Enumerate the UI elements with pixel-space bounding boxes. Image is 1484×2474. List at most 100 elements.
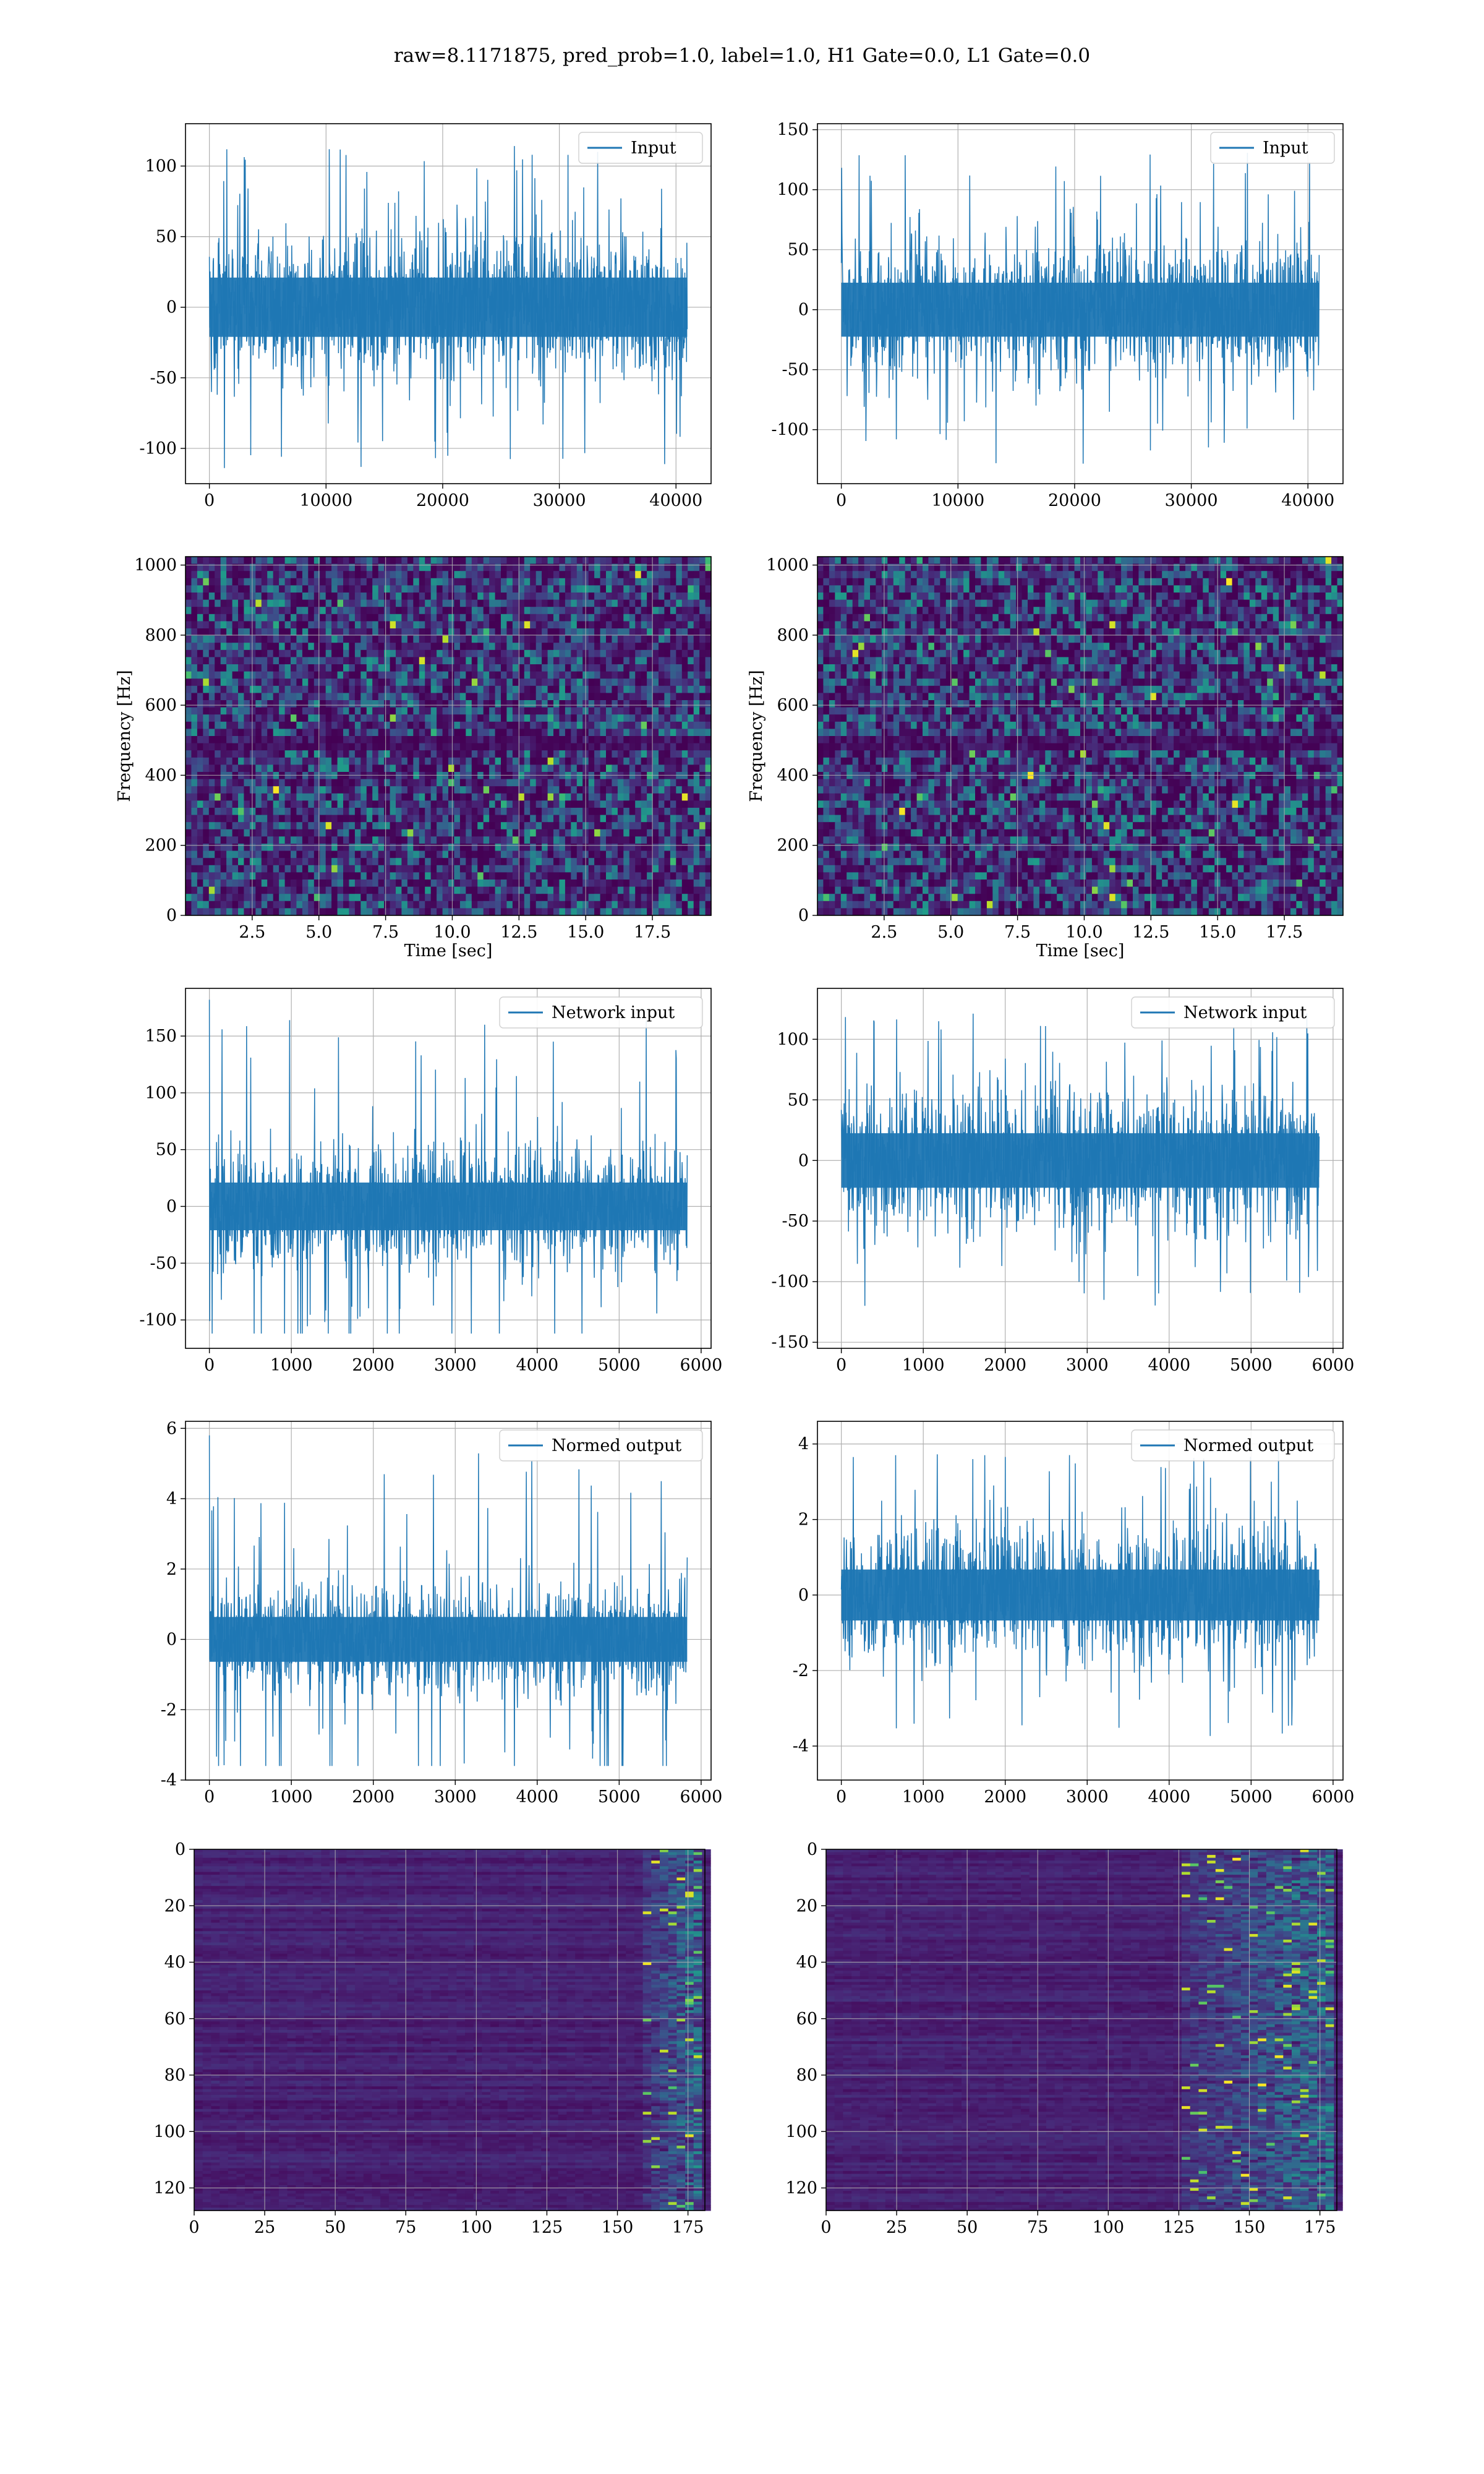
spectrogram-cell: [262, 829, 268, 837]
spectrogram-cell: [623, 786, 629, 794]
spectrogram-cell: [343, 743, 349, 751]
spectrogram-cell: [360, 908, 367, 915]
spectrogram-cell: [262, 729, 268, 736]
spectrogram-cell: [437, 858, 443, 865]
spectrogram-cell: [407, 686, 414, 693]
spectrogram-cell: [594, 815, 600, 823]
spectrogram-cell: [559, 593, 565, 600]
spectrogram-cell: [215, 829, 221, 837]
spectrogram-cell: [589, 786, 595, 794]
spectrogram-cell: [431, 657, 437, 664]
spectrogram-cell: [407, 664, 414, 672]
spectrogram-cell: [536, 908, 542, 915]
spectrogram-cell: [530, 557, 536, 564]
spectrogram-cell: [542, 714, 548, 722]
spectrogram-cell: [618, 600, 624, 607]
spectrogram-cell: [355, 664, 361, 672]
spectrogram-cell: [221, 672, 227, 679]
spectrogram-cell: [635, 829, 641, 837]
spectrogram-cell: [670, 908, 676, 915]
spectrogram-cell: [331, 621, 338, 628]
spectrogram-cell: [460, 650, 466, 657]
spectrogram-cell: [706, 571, 712, 578]
spectrogram-cell: [987, 578, 993, 586]
spectrogram-cell: [524, 743, 531, 751]
spectrogram-cell: [215, 844, 221, 851]
spectrogram-cell: [618, 672, 624, 679]
y-tick-label: 0: [166, 298, 177, 317]
spectrogram-cell: [612, 678, 618, 686]
spectrogram-cell: [553, 822, 560, 829]
spectrogram-cell: [612, 758, 618, 765]
spectrogram-cell: [425, 636, 431, 643]
spectrogram-cell: [203, 743, 209, 751]
spectrogram-cell: [1226, 571, 1232, 578]
spectrogram-cell: [437, 650, 443, 657]
spectrogram-cell: [384, 829, 390, 837]
spectrogram-cell: [676, 664, 682, 672]
spectrogram-cell: [267, 693, 273, 700]
spectrogram-cell: [326, 636, 332, 643]
spectrogram-cell: [589, 908, 595, 915]
spectrogram-cell: [384, 880, 390, 887]
spectrogram-cell: [571, 829, 577, 837]
spectrogram-cell: [384, 772, 390, 779]
spectrogram-cell: [448, 571, 454, 578]
spectrogram-cell: [466, 822, 472, 829]
spectrogram-cell: [215, 908, 221, 915]
spectrogram-cell: [530, 722, 536, 729]
spectrogram-cell: [513, 786, 519, 794]
spectrogram-cell: [553, 714, 560, 722]
spectrogram-cell: [484, 865, 490, 873]
spectrogram-cell: [600, 786, 607, 794]
spectrogram-cell: [401, 643, 407, 650]
spectrogram-cell: [296, 858, 302, 865]
spectrogram-cell: [360, 636, 367, 643]
spectrogram-cell: [226, 844, 232, 851]
spectrogram-cell: [635, 901, 641, 909]
spectrogram-cell: [623, 887, 629, 894]
spectrogram-cell: [577, 714, 583, 722]
spectrogram-cell: [238, 700, 244, 708]
spectrogram-cell: [285, 836, 291, 844]
spectrogram-cell: [302, 578, 309, 586]
spectrogram-cell: [221, 794, 227, 801]
spectrogram-cell: [197, 808, 203, 815]
spectrogram-cell: [448, 700, 454, 708]
spectrogram-cell: [548, 557, 554, 564]
spectrogram-cell: [226, 736, 232, 743]
spectrogram-cell: [372, 557, 378, 564]
spectrogram-cell: [396, 822, 402, 829]
spectrogram-cell: [355, 786, 361, 794]
spectrogram-cell: [296, 808, 302, 815]
spectrogram-cell: [267, 851, 273, 858]
spectrogram-cell: [484, 764, 490, 772]
spectrogram-cell: [308, 708, 314, 715]
spectrogram-cell: [629, 908, 636, 915]
spectrogram-cell: [390, 557, 396, 564]
spectrogram-cell: [221, 621, 227, 628]
spectrogram-cell: [448, 829, 454, 837]
spectrogram-cell: [413, 693, 419, 700]
spectrogram-cell: [495, 829, 501, 837]
spectrogram-cell: [343, 758, 349, 765]
spectrogram-cell: [612, 578, 618, 586]
spectrogram-cell: [594, 708, 600, 715]
spectrogram-cell: [536, 578, 542, 586]
spectrogram-cell: [1068, 578, 1075, 586]
spectrogram-cell: [635, 657, 641, 664]
spectrogram-cell: [589, 571, 595, 578]
spectrogram-cell: [238, 894, 244, 901]
spectrogram-cell: [186, 700, 192, 708]
spectrogram-cell: [999, 578, 1005, 586]
spectrogram-cell: [606, 571, 612, 578]
spectrogram-cell: [653, 829, 659, 837]
spectrogram-cell: [285, 901, 291, 909]
spectrogram-cell: [536, 779, 542, 787]
spectrogram-cell: [530, 593, 536, 600]
spectrogram-cell: [623, 643, 629, 650]
spectrogram-cell: [688, 657, 694, 664]
spectrogram-cell: [250, 593, 256, 600]
spectrogram-cell: [407, 800, 414, 808]
spectrogram-cell: [553, 557, 560, 564]
